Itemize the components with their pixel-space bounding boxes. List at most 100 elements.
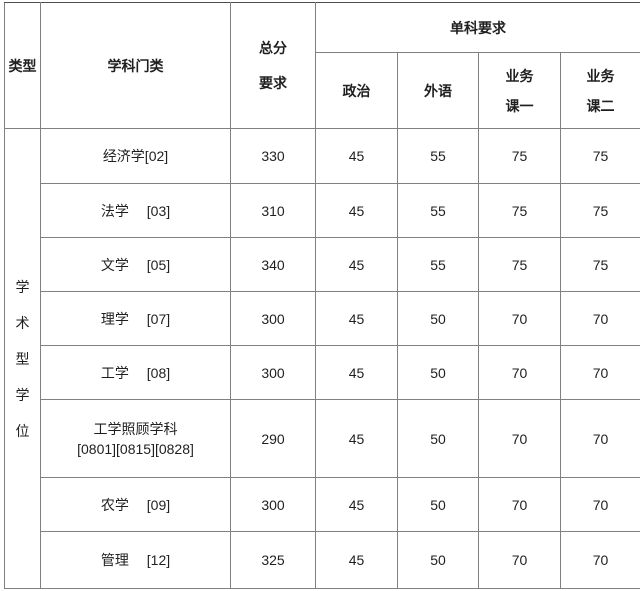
header-cell-course2: 业务 课二	[560, 52, 640, 129]
course2-value: 70	[592, 496, 609, 513]
politics-value: 45	[348, 552, 365, 568]
category-text: 经济学[02]	[102, 148, 169, 164]
foreign-value: 50	[430, 364, 446, 381]
cell-course1: 70	[478, 477, 561, 532]
foreign-value: 55	[430, 256, 446, 273]
total-value: 330	[261, 148, 285, 164]
total-value: 325	[261, 552, 285, 568]
cell-politics: 45	[315, 128, 398, 184]
course1-value: 70	[511, 364, 528, 381]
header-cell-politics: 政治	[315, 52, 398, 129]
total-value: 290	[261, 430, 285, 447]
course1-value: 70	[511, 552, 528, 568]
cell-course1: 70	[478, 399, 561, 478]
category-text: 管理 [12]	[100, 552, 171, 568]
cell-foreign: 50	[397, 531, 479, 589]
total-value: 300	[261, 310, 285, 327]
cell-course2: 70	[560, 291, 640, 346]
cell-total: 310	[230, 183, 316, 238]
table-row: 工学 [08] 300 45 50 70 70	[5, 345, 640, 400]
cell-politics: 45	[315, 237, 398, 292]
course1-value: 70	[511, 496, 528, 513]
cell-politics: 45	[315, 477, 398, 532]
cell-foreign: 55	[397, 183, 479, 238]
course1-value: 75	[511, 256, 528, 273]
course1-value: 70	[511, 310, 528, 327]
table-row: 管理 [12] 325 45 50 70 70	[5, 531, 640, 589]
table-row: 工学照顾学科 [0801][0815][0828] 290 45 50 70 7…	[5, 399, 640, 478]
cell-politics: 45	[315, 291, 398, 346]
cell-category: 管理 [12]	[40, 531, 231, 589]
cell-course1: 70	[478, 531, 561, 589]
course2-value: 75	[592, 202, 609, 219]
politics-value: 45	[348, 496, 365, 513]
header-cell-total-score: 总分 要求	[230, 2, 316, 129]
cell-total: 300	[230, 477, 316, 532]
header-course2-label: 业务 课二	[586, 67, 615, 114]
cell-politics: 45	[315, 531, 398, 589]
politics-value: 45	[348, 202, 365, 219]
cell-course1: 75	[478, 183, 561, 238]
cell-total: 300	[230, 291, 316, 346]
header-politics-label: 政治	[342, 82, 371, 99]
cell-foreign: 50	[397, 291, 479, 346]
header-cell-category: 学科门类	[40, 2, 231, 129]
course2-value: 70	[592, 552, 609, 568]
cell-course1: 75	[478, 237, 561, 292]
header-category-label: 学科门类	[107, 57, 164, 74]
cell-course2: 70	[560, 531, 640, 589]
cell-total: 325	[230, 531, 316, 589]
foreign-value: 50	[430, 496, 446, 513]
foreign-value: 50	[430, 430, 446, 447]
header-cell-single-subject-group: 单科要求	[315, 2, 640, 53]
cell-course2: 70	[560, 399, 640, 478]
foreign-value: 50	[430, 552, 446, 568]
header-cell-course1: 业务 课一	[478, 52, 561, 129]
degree-type-label: 学 术 型 学 位	[15, 278, 30, 439]
category-text: 法学 [03]	[100, 202, 171, 219]
cell-category: 文学 [05]	[40, 237, 231, 292]
category-text: 农学 [09]	[100, 496, 171, 513]
cell-course1: 70	[478, 291, 561, 346]
cell-course1: 75	[478, 128, 561, 184]
course1-value: 70	[511, 430, 528, 447]
cell-foreign: 55	[397, 237, 479, 292]
table-row: 学 术 型 学 位 经济学[02] 330 45 55 75 75	[4, 128, 640, 589]
course2-value: 75	[592, 256, 609, 273]
category-text: 文学 [05]	[100, 256, 171, 273]
cell-total: 340	[230, 237, 316, 292]
table-row: 农学 [09] 300 45 50 70 70	[5, 477, 640, 532]
course2-value: 70	[592, 430, 609, 447]
degree-type-cell: 学 术 型 学 位	[4, 128, 41, 589]
cell-politics: 45	[315, 183, 398, 238]
course1-value: 75	[511, 202, 528, 219]
politics-value: 45	[348, 256, 365, 273]
cell-category: 农学 [09]	[40, 477, 231, 532]
politics-value: 45	[348, 148, 365, 164]
foreign-value: 55	[430, 202, 446, 219]
cell-foreign: 55	[397, 128, 479, 184]
cell-politics: 45	[315, 399, 398, 478]
cell-foreign: 50	[397, 399, 479, 478]
cell-total: 330	[230, 128, 316, 184]
course1-value: 75	[511, 148, 528, 164]
header-foreign-label: 外语	[424, 82, 452, 99]
cell-course2: 75	[560, 128, 640, 184]
politics-value: 45	[348, 364, 365, 381]
category-text: 工学照顾学科 [0801][0815][0828]	[77, 420, 194, 457]
header-cell-foreign-language: 外语	[397, 52, 479, 129]
category-text: 工学 [08]	[100, 364, 171, 381]
cell-course2: 70	[560, 477, 640, 532]
course2-value: 70	[592, 364, 609, 381]
header-cell-type: 类型	[4, 2, 41, 129]
cell-course2: 75	[560, 183, 640, 238]
score-table: 类型 学科门类 总分 要求 单科要求 政治 外语 业务 课一	[4, 2, 640, 589]
header-course1-label: 业务 课一	[505, 67, 534, 114]
cell-category: 工学 [08]	[40, 345, 231, 400]
foreign-value: 55	[430, 148, 446, 164]
cell-course1: 70	[478, 345, 561, 400]
cell-category: 法学 [03]	[40, 183, 231, 238]
politics-value: 45	[348, 310, 365, 327]
category-text: 理学 [07]	[100, 310, 171, 327]
cell-total: 300	[230, 345, 316, 400]
